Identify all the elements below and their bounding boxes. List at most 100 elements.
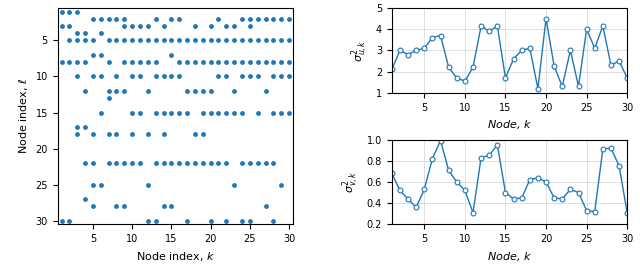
- Point: [135, 74, 145, 79]
- Point: [221, 24, 232, 28]
- Point: [127, 24, 137, 28]
- Point: [158, 161, 168, 165]
- Point: [198, 110, 208, 115]
- Point: [260, 38, 271, 43]
- Point: [95, 183, 106, 187]
- Point: [205, 161, 216, 165]
- Point: [150, 74, 161, 79]
- Point: [213, 60, 223, 64]
- Point: [221, 110, 232, 115]
- Point: [135, 110, 145, 115]
- Point: [205, 219, 216, 223]
- Point: [213, 74, 223, 79]
- Point: [111, 17, 122, 21]
- Point: [64, 24, 74, 28]
- Point: [244, 38, 255, 43]
- Point: [150, 60, 161, 64]
- Point: [174, 161, 184, 165]
- Point: [72, 38, 83, 43]
- Point: [158, 24, 168, 28]
- Point: [72, 10, 83, 14]
- Point: [182, 219, 192, 223]
- Point: [158, 74, 168, 79]
- Point: [237, 74, 247, 79]
- Point: [95, 53, 106, 57]
- Point: [253, 60, 263, 64]
- Point: [143, 219, 153, 223]
- Point: [198, 60, 208, 64]
- Point: [119, 89, 129, 93]
- Point: [56, 60, 67, 64]
- Point: [260, 60, 271, 64]
- Point: [276, 38, 286, 43]
- Point: [104, 60, 114, 64]
- Point: [237, 60, 247, 64]
- Point: [158, 132, 168, 136]
- Point: [166, 17, 177, 21]
- Point: [221, 60, 232, 64]
- Point: [244, 74, 255, 79]
- Point: [253, 161, 263, 165]
- Point: [260, 17, 271, 21]
- Point: [237, 17, 247, 21]
- Point: [276, 110, 286, 115]
- Point: [260, 89, 271, 93]
- Point: [127, 60, 137, 64]
- Point: [111, 89, 122, 93]
- Point: [198, 132, 208, 136]
- Point: [205, 24, 216, 28]
- Point: [166, 204, 177, 209]
- Point: [253, 17, 263, 21]
- Point: [158, 38, 168, 43]
- Point: [237, 110, 247, 115]
- Point: [88, 204, 98, 209]
- Point: [119, 38, 129, 43]
- Point: [72, 132, 83, 136]
- Point: [127, 38, 137, 43]
- X-axis label: Node, $k$: Node, $k$: [487, 118, 532, 131]
- Point: [260, 161, 271, 165]
- Point: [174, 110, 184, 115]
- Point: [119, 60, 129, 64]
- Point: [166, 74, 177, 79]
- Point: [237, 219, 247, 223]
- Point: [284, 110, 294, 115]
- Point: [237, 38, 247, 43]
- Point: [244, 24, 255, 28]
- Point: [190, 60, 200, 64]
- Point: [276, 60, 286, 64]
- Point: [198, 161, 208, 165]
- Point: [80, 60, 90, 64]
- Point: [135, 38, 145, 43]
- Point: [284, 17, 294, 21]
- Point: [127, 161, 137, 165]
- Point: [190, 89, 200, 93]
- Point: [80, 125, 90, 129]
- Point: [88, 74, 98, 79]
- Point: [150, 17, 161, 21]
- Point: [166, 161, 177, 165]
- Point: [143, 89, 153, 93]
- Point: [158, 204, 168, 209]
- Point: [182, 38, 192, 43]
- Point: [150, 219, 161, 223]
- Point: [143, 183, 153, 187]
- Point: [56, 24, 67, 28]
- Point: [268, 110, 278, 115]
- Y-axis label: $\sigma^2_{u,k}$: $\sigma^2_{u,k}$: [349, 39, 371, 62]
- Y-axis label: $\sigma^2_{v,k}$: $\sigma^2_{v,k}$: [340, 171, 361, 193]
- Point: [88, 132, 98, 136]
- X-axis label: Node, $k$: Node, $k$: [487, 250, 532, 263]
- Point: [205, 89, 216, 93]
- Point: [104, 132, 114, 136]
- Point: [166, 38, 177, 43]
- Point: [95, 110, 106, 115]
- Point: [174, 60, 184, 64]
- Point: [174, 74, 184, 79]
- Point: [80, 161, 90, 165]
- Point: [260, 204, 271, 209]
- Point: [190, 24, 200, 28]
- Point: [229, 89, 239, 93]
- Point: [174, 17, 184, 21]
- Point: [127, 110, 137, 115]
